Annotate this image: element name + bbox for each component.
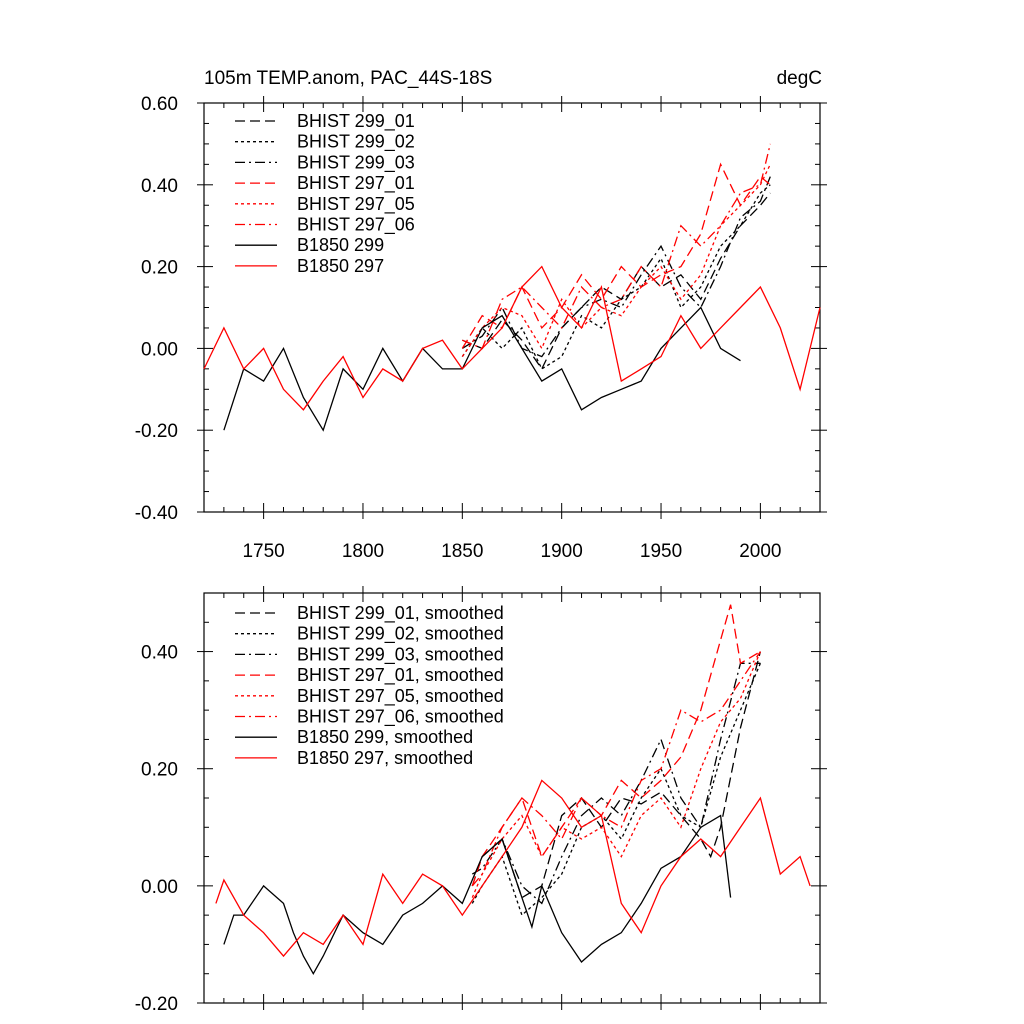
legend-label: BHIST 299_01, smoothed <box>297 603 504 624</box>
chart-title: 105m TEMP.anom, PAC_44S-18S <box>204 68 492 89</box>
series-line-5 <box>471 651 761 898</box>
x-tick-label: 1800 <box>342 541 384 562</box>
y-tick-label: 0.20 <box>141 760 178 781</box>
x-tick-label: 1850 <box>441 541 483 562</box>
legend-label: BHIST 297_05, smoothed <box>297 686 504 707</box>
y-tick-label: 0.20 <box>141 258 178 279</box>
y-tick-label: 0.40 <box>141 176 178 197</box>
legend-label: BHIST 299_02, smoothed <box>297 624 504 645</box>
top-panel: 1750 1800 1850 1900 1950 2000 -0.40 -0.20 0.00 0.… <box>135 94 827 562</box>
legend-label: BHIST 297_06 <box>297 215 415 236</box>
series-line-8 <box>215 779 811 958</box>
y-tick-label: 0.00 <box>141 339 178 360</box>
legend-label: B1850 299 <box>297 235 384 255</box>
series-line-1 <box>471 651 762 899</box>
series-line-8 <box>203 265 821 411</box>
series-line-2 <box>461 184 771 370</box>
series-line-7 <box>223 306 741 432</box>
y-tick-label: 0.60 <box>141 94 178 115</box>
series-line-4 <box>471 604 761 887</box>
legend-label: BHIST 297_06, smoothed <box>297 707 504 728</box>
x-tick-label: 1750 <box>242 541 284 562</box>
series-line-6 <box>471 651 761 887</box>
legend-label: BHIST 299_01 <box>297 111 415 132</box>
series-line-6 <box>462 143 771 350</box>
legend-label: BHIST 297_05 <box>297 194 415 215</box>
series-line-7 <box>223 814 732 976</box>
x-tick-label: 1950 <box>640 541 682 562</box>
legend-label: BHIST 299_03, smoothed <box>297 644 504 665</box>
legend-label: B1850 297 <box>297 256 384 276</box>
series-line-3 <box>461 176 771 358</box>
legend-label: B1850 299, smoothed <box>297 727 473 747</box>
series-line-3 <box>471 662 761 905</box>
legend-label: BHIST 299_03 <box>297 152 415 173</box>
x-tick-label: 1900 <box>541 541 583 562</box>
y-tick-label: 0.00 <box>141 877 178 898</box>
legend-label: BHIST 297_01 <box>297 173 415 194</box>
y-tick-label: 0.40 <box>141 643 178 664</box>
series-line-2 <box>471 663 761 917</box>
y-tick-label: -0.20 <box>135 421 178 442</box>
legend-label: BHIST 297_01, smoothed <box>297 665 504 686</box>
y-tick-label: -0.20 <box>135 994 178 1015</box>
y-tick-label: -0.40 <box>135 503 178 524</box>
legend-label: BHIST 299_02 <box>297 132 415 153</box>
x-tick-label: 2000 <box>739 541 781 562</box>
legend-label: B1850 297, smoothed <box>297 748 473 768</box>
units-label: degC <box>777 68 822 89</box>
series-line-5 <box>461 164 771 357</box>
